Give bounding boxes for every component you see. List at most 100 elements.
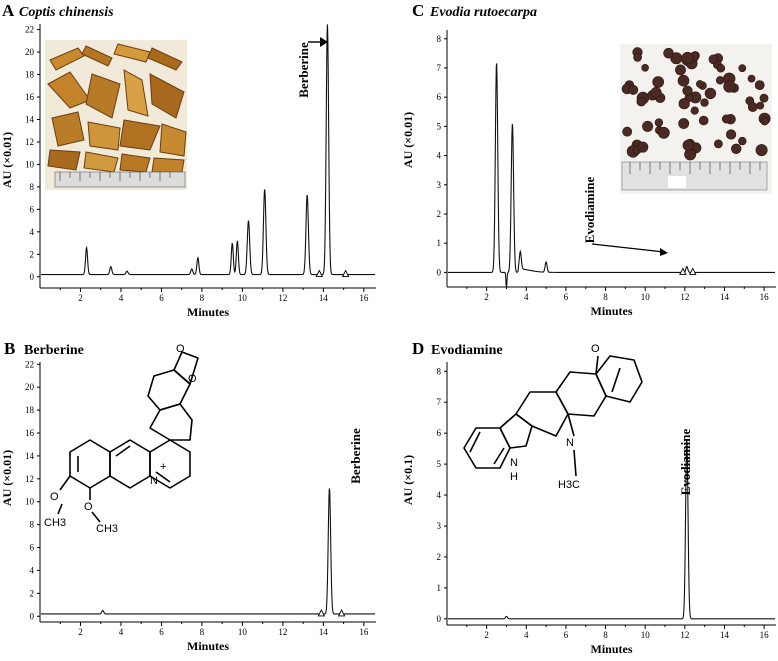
panel-c-title: Evodia rutoecarpa [429, 5, 537, 20]
x-axis-label: Minutes [187, 639, 229, 653]
y-tick-label: 8 [437, 366, 442, 376]
evodiamine-h3c-label: H3C [558, 479, 580, 491]
x-tick-label: 10 [238, 293, 248, 303]
y-tick-label: 6 [437, 92, 442, 102]
evodia-fruit [650, 87, 662, 99]
coptis-rhizome-photo [45, 40, 187, 190]
panel-d-title: Evodiamine [431, 343, 503, 358]
y-tick-label: 22 [25, 25, 34, 35]
y-tick-label: 10 [25, 159, 35, 169]
integration-marker [341, 269, 350, 277]
x-tick-label: 12 [278, 293, 287, 303]
evodia-fruit [716, 63, 726, 73]
y-tick-label: 8 [30, 520, 35, 530]
x-tick-label: 14 [319, 627, 329, 637]
berberine-plus-label: + [160, 461, 166, 473]
evodia-fruit-photo [620, 44, 772, 194]
x-tick-label: 14 [720, 630, 730, 640]
y-tick-label: 3 [437, 180, 442, 190]
peak-annotation: Berberine [348, 428, 363, 484]
x-tick-label: 4 [524, 630, 529, 640]
evodiamine-o-label: O [591, 343, 600, 355]
evodia-fruit [755, 144, 768, 157]
chromatogram-trace [447, 63, 776, 289]
berberine-o-label-2: O [84, 501, 93, 513]
integration-marker [689, 267, 697, 275]
berberine-o-label-1: O [50, 491, 59, 503]
y-tick-label: 10 [25, 497, 35, 507]
evodia-fruit [756, 101, 765, 110]
peak-annotation: Berberine [296, 42, 311, 98]
y-axis-label: AU (×0.01) [0, 132, 14, 188]
evodia-fruit [721, 114, 731, 124]
y-tick-label: 2 [437, 209, 442, 219]
evodia-fruit [754, 80, 765, 90]
chromatogram-trace [447, 439, 776, 620]
integration-marker [679, 267, 687, 275]
evodia-fruit [681, 51, 694, 65]
x-tick-label: 6 [564, 292, 569, 302]
integration-marker [337, 608, 346, 617]
y-axis-label: AU (×0.01) [401, 112, 415, 168]
x-tick-label: 14 [720, 292, 730, 302]
evodia-fruit [747, 74, 756, 83]
x-tick-label: 4 [524, 292, 529, 302]
evodia-fruit [628, 84, 639, 95]
evodiamine-h-label: H [510, 471, 518, 483]
integration-marker [315, 269, 324, 277]
y-tick-label: 12 [25, 474, 34, 484]
y-tick-label: 2 [437, 552, 442, 562]
panel-a-letter: A [2, 1, 15, 20]
evodia-fruit [682, 139, 694, 151]
panel-d-header: D Evodiamine [412, 339, 503, 358]
integration-marker [317, 608, 326, 617]
panel-a-header: A Coptis chinensis [2, 1, 114, 20]
x-tick-label: 10 [641, 292, 651, 302]
x-tick-label: 12 [278, 627, 287, 637]
panel-a-title: Coptis chinensis [19, 5, 114, 20]
x-axis-label: Minutes [591, 304, 633, 318]
berberine-o-label-4: O [188, 373, 197, 385]
evodia-fruit [704, 87, 717, 100]
evodia-fruit [637, 141, 649, 153]
evodia-fruit [715, 76, 725, 85]
y-tick-label: 8 [437, 34, 442, 44]
y-tick-label: 0 [30, 272, 35, 282]
y-tick-label: 6 [30, 204, 35, 214]
evodia-fruit [738, 64, 747, 73]
y-tick-label: 0 [437, 614, 442, 624]
y-tick-label: 18 [25, 70, 35, 80]
berberine-o-label-3: O [176, 343, 185, 355]
berberine-ch3-label-1: CH3 [44, 517, 66, 529]
y-tick-label: 1 [437, 238, 442, 248]
y-tick-label: 2 [30, 588, 35, 598]
y-tick-label: 8 [30, 182, 35, 192]
evodia-fruit [725, 129, 737, 140]
y-tick-label: 14 [25, 451, 35, 461]
x-tick-label: 8 [603, 292, 608, 302]
evodia-fruit [622, 126, 633, 137]
evodia-fruit [652, 76, 665, 88]
evodia-fruit [747, 102, 758, 112]
x-tick-label: 2 [78, 627, 83, 637]
y-tick-label: 16 [25, 92, 35, 102]
y-tick-label: 4 [437, 490, 442, 500]
evodia-fruit [690, 106, 699, 115]
x-tick-label: 4 [119, 293, 124, 303]
evodia-fruit [708, 54, 719, 65]
evodia-fruit [677, 74, 690, 87]
evodia-fruit [698, 115, 709, 126]
y-tick-label: 6 [30, 543, 35, 553]
evodiamine-n-label-1: N [510, 457, 518, 469]
panel-b-letter: B [4, 339, 15, 358]
y-tick-label: 4 [437, 151, 442, 161]
y-tick-label: 4 [30, 565, 35, 575]
panel-c-letter: C [412, 1, 424, 20]
y-axis-label: AU (×0.1) [401, 455, 415, 505]
x-tick-label: 10 [641, 630, 651, 640]
x-tick-label: 8 [603, 630, 608, 640]
evodia-fruit [678, 98, 690, 110]
